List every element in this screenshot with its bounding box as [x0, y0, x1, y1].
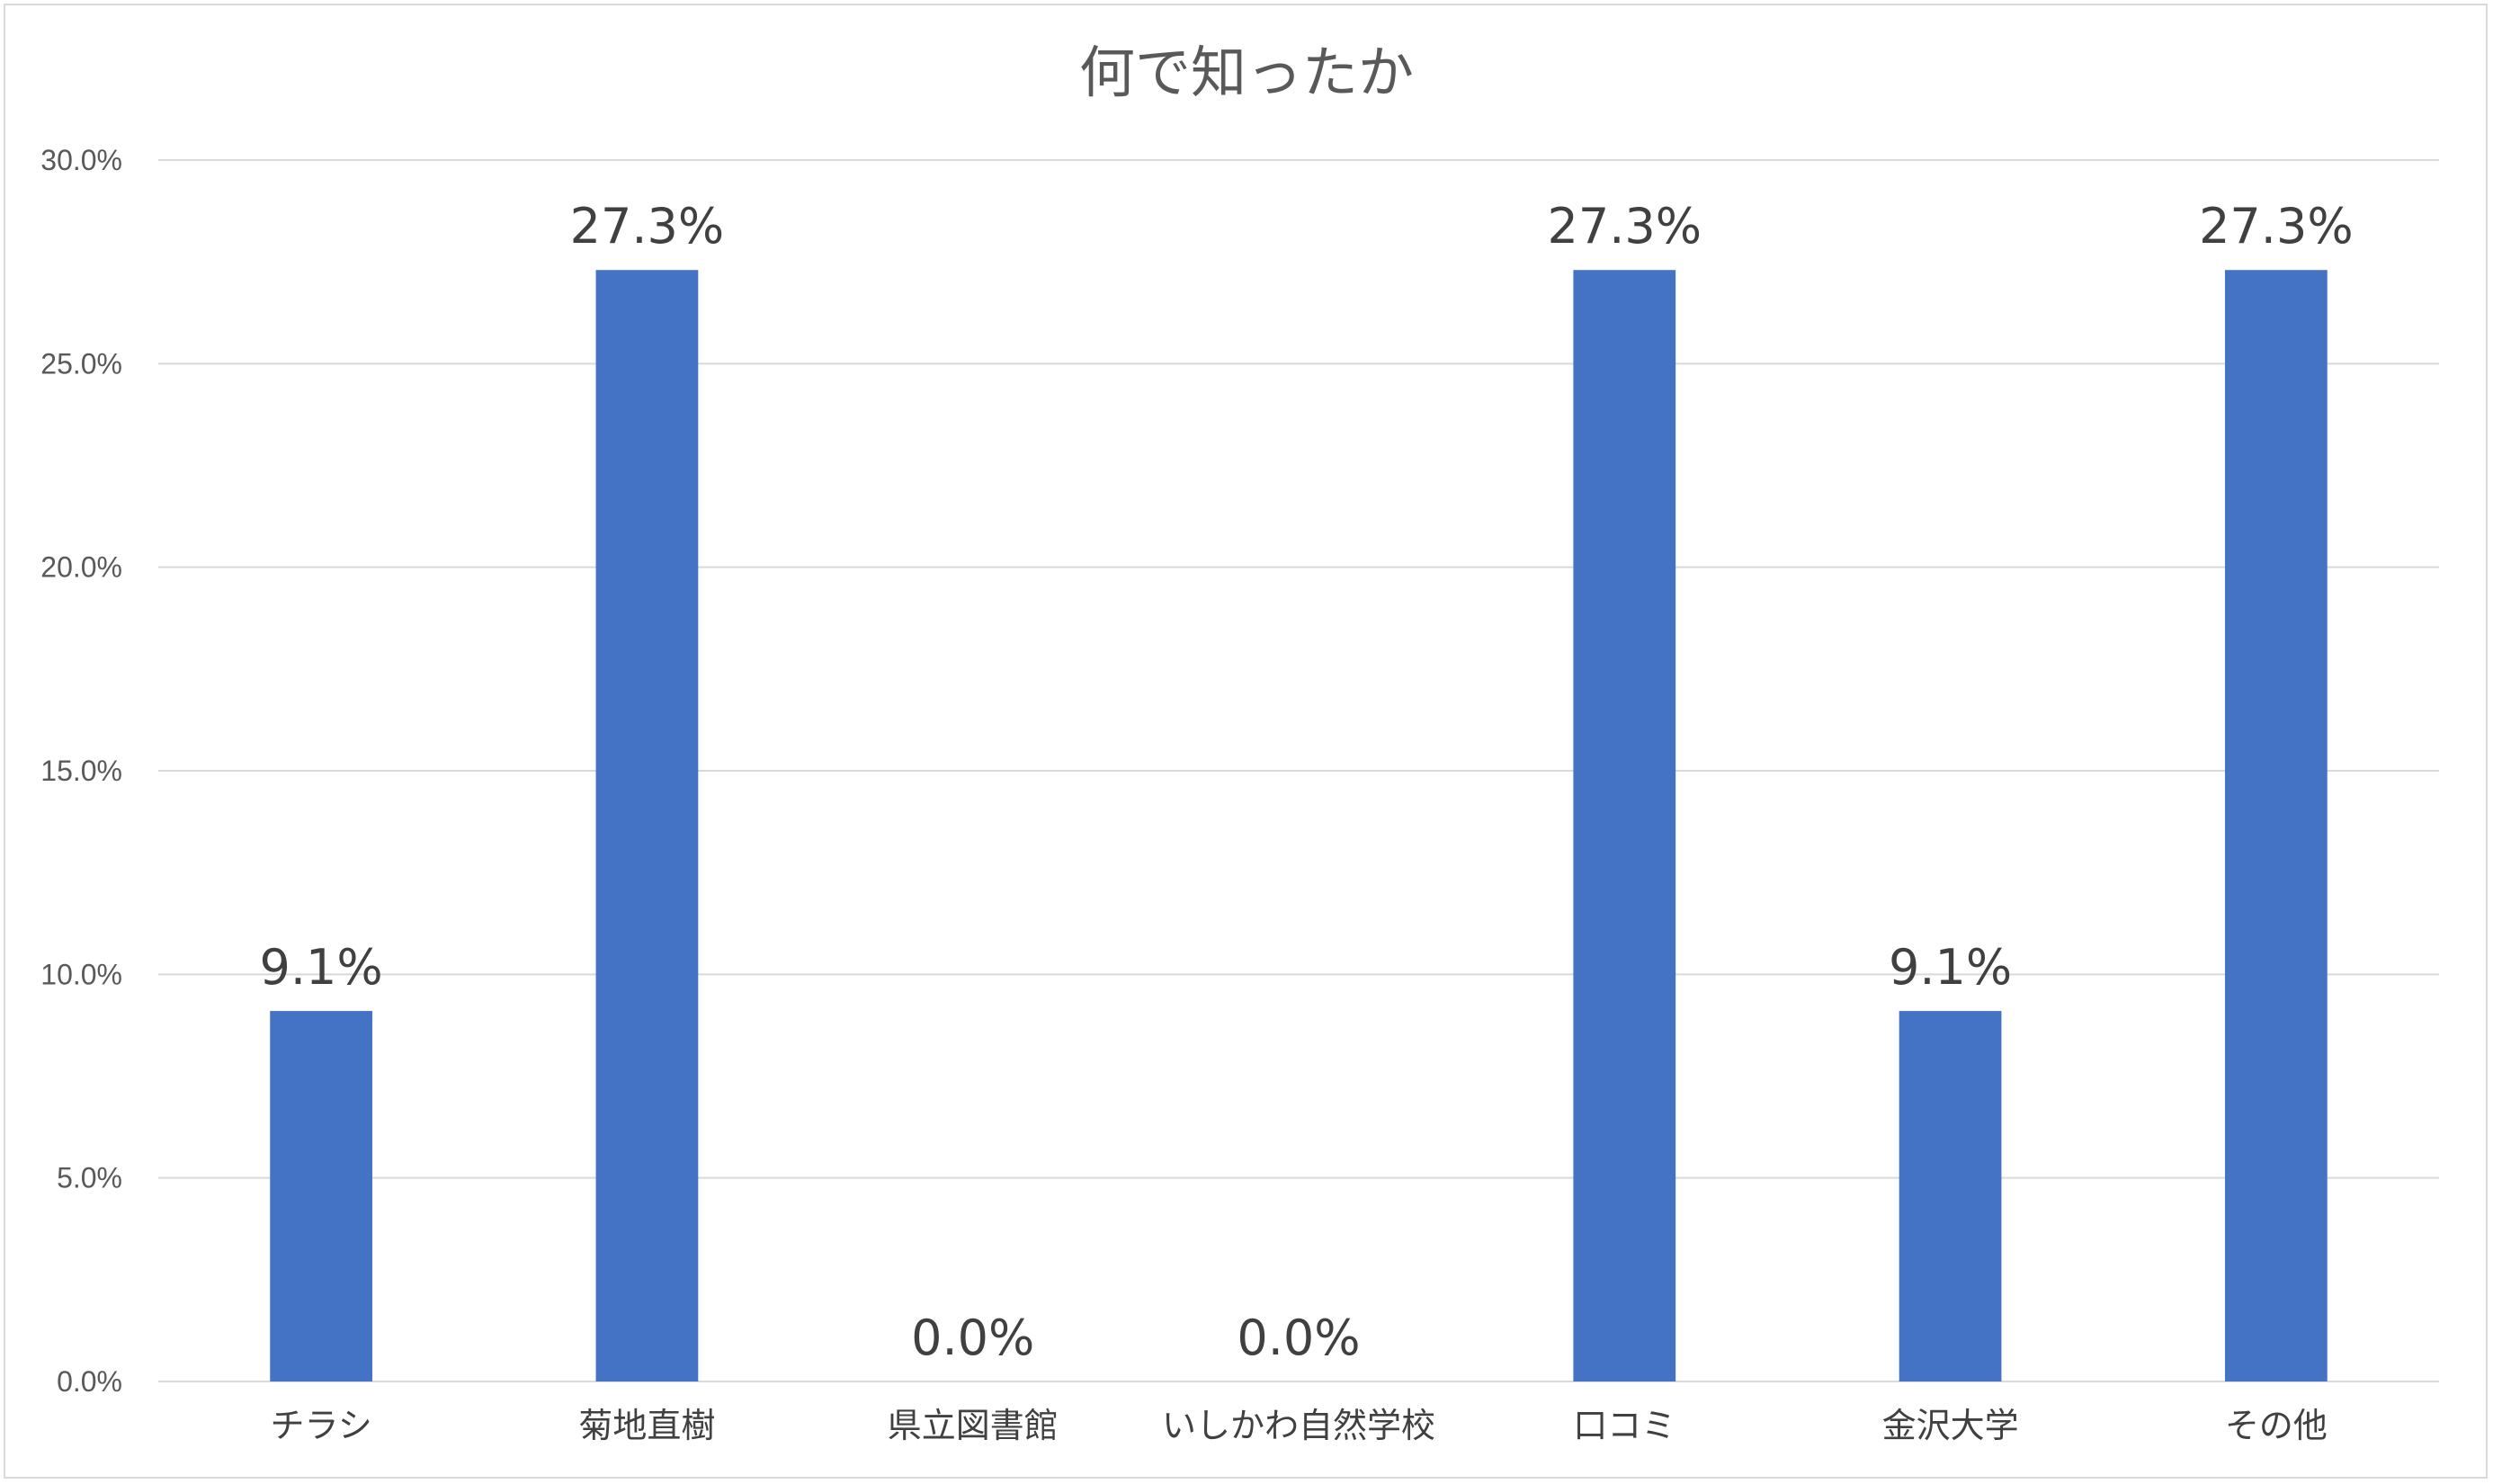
data-label: 9.1%: [260, 939, 383, 996]
y-axis-tick-labels: 0.0% 5.0% 10.0% 15.0% 20.0% 25.0% 30.0%: [40, 144, 122, 1398]
y-tick-label: 5.0%: [57, 1162, 122, 1194]
chart-frame: [4, 4, 2488, 1479]
data-label: 27.3%: [570, 198, 725, 255]
x-tick-label: その他: [2225, 1406, 2328, 1445]
y-tick-label: 20.0%: [40, 551, 122, 584]
x-tick-label: 菊地直樹: [578, 1406, 715, 1445]
x-axis-tick-labels: チラシ 菊地直樹 県立図書館 いしかわ自然学校 口コミ 金沢大学 その他: [271, 1406, 2328, 1445]
data-label: 0.0%: [911, 1310, 1034, 1366]
bar: [2224, 270, 2328, 1382]
y-tick-label: 15.0%: [40, 755, 122, 787]
bar: [1899, 1011, 2002, 1381]
y-tick-label: 0.0%: [57, 1365, 122, 1398]
y-tick-label: 30.0%: [40, 144, 122, 176]
data-label: 0.0%: [1237, 1310, 1360, 1366]
x-tick-label: チラシ: [271, 1406, 372, 1445]
bar: [270, 1011, 373, 1381]
bars: [270, 270, 2328, 1382]
y-tick-label: 10.0%: [40, 958, 122, 990]
x-tick-label: いしかわ自然学校: [1162, 1406, 1435, 1445]
data-label: 9.1%: [1889, 939, 2012, 996]
x-tick-label: 金沢大学: [1882, 1406, 2019, 1445]
x-tick-label: 県立図書館: [888, 1406, 1059, 1445]
bar: [595, 270, 699, 1382]
gridlines: [158, 159, 2439, 1382]
bar: [1573, 270, 1676, 1382]
y-tick-label: 25.0%: [40, 347, 122, 380]
chart-title: 何で知ったか: [1079, 40, 1414, 105]
x-tick-label: 口コミ: [1573, 1406, 1675, 1445]
data-label: 27.3%: [1548, 198, 1702, 255]
data-labels: 9.1% 27.3% 0.0% 0.0% 27.3% 9.1% 27.3%: [260, 198, 2354, 1366]
data-label: 27.3%: [2199, 198, 2354, 255]
